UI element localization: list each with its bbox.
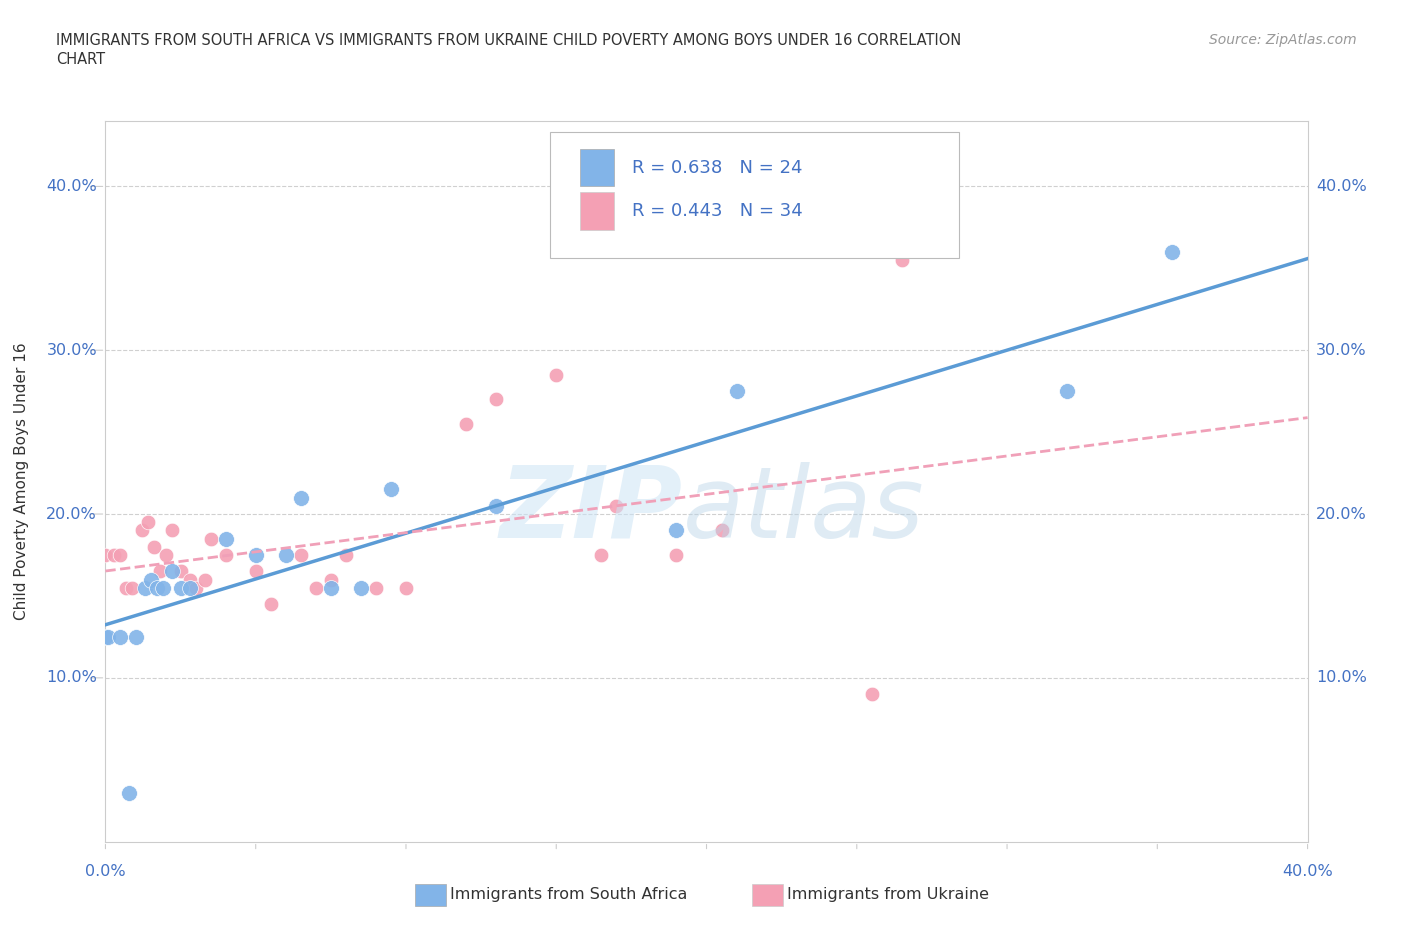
Point [665, 548, 688, 563]
Point [380, 482, 402, 497]
Point [200, 531, 222, 546]
Text: R = 0.638   N = 24: R = 0.638 N = 24 [631, 159, 803, 177]
Point [546, 367, 568, 382]
Text: Source: ZipAtlas.com: Source: ZipAtlas.com [1209, 33, 1357, 46]
Point [97, 630, 120, 644]
Point [245, 564, 267, 578]
Point [136, 515, 159, 530]
Point [110, 630, 132, 644]
Text: 40.0%: 40.0% [1316, 179, 1367, 194]
Text: 20.0%: 20.0% [1316, 507, 1367, 522]
Point [194, 572, 217, 587]
Text: 10.0%: 10.0% [46, 671, 97, 685]
Text: 40.0%: 40.0% [1282, 864, 1333, 879]
Point [1161, 245, 1184, 259]
Point [335, 548, 357, 563]
Point [152, 580, 174, 595]
Text: 40.0%: 40.0% [46, 179, 97, 194]
Point [319, 572, 342, 587]
Point [214, 548, 236, 563]
Text: Immigrants from South Africa: Immigrants from South Africa [450, 887, 688, 902]
Point [131, 523, 153, 538]
Text: 30.0%: 30.0% [1316, 343, 1367, 358]
Point [591, 548, 613, 563]
Point [274, 548, 297, 563]
Text: Immigrants from Ukraine: Immigrants from Ukraine [787, 887, 990, 902]
Point [134, 580, 156, 595]
Point [169, 580, 191, 595]
Text: R = 0.443   N = 34: R = 0.443 N = 34 [631, 202, 803, 220]
Point [454, 417, 477, 432]
Point [169, 564, 191, 578]
Point [160, 523, 183, 538]
Point [118, 785, 141, 800]
Point [142, 539, 165, 554]
Point [121, 580, 143, 595]
Point [94, 548, 117, 563]
Text: 0.0%: 0.0% [86, 864, 125, 879]
Point [860, 686, 883, 701]
FancyBboxPatch shape [581, 193, 614, 230]
Text: 20.0%: 20.0% [46, 507, 97, 522]
Point [290, 490, 312, 505]
Point [485, 498, 508, 513]
Text: ZIP: ZIP [499, 461, 682, 559]
Point [148, 564, 170, 578]
Text: Child Poverty Among Boys Under 16: Child Poverty Among Boys Under 16 [14, 342, 28, 620]
Point [110, 548, 132, 563]
Point [890, 253, 912, 268]
Point [350, 580, 373, 595]
Point [179, 572, 201, 587]
Point [395, 580, 418, 595]
Point [160, 564, 183, 578]
Point [319, 580, 342, 595]
Point [260, 597, 283, 612]
Text: 10.0%: 10.0% [1316, 671, 1367, 685]
Point [184, 580, 207, 595]
Text: atlas: atlas [682, 461, 924, 559]
Point [145, 580, 167, 595]
Point [179, 580, 201, 595]
Text: 30.0%: 30.0% [46, 343, 97, 358]
Point [155, 548, 177, 563]
Point [214, 531, 236, 546]
Point [665, 523, 688, 538]
Point [305, 580, 328, 595]
Point [103, 548, 125, 563]
FancyBboxPatch shape [581, 149, 614, 187]
Point [725, 384, 748, 399]
Point [485, 392, 508, 406]
Point [710, 523, 733, 538]
Point [605, 498, 627, 513]
Point [139, 572, 162, 587]
Point [1056, 384, 1078, 399]
Point [290, 548, 312, 563]
Point [94, 630, 117, 644]
Point [245, 548, 267, 563]
Point [115, 580, 138, 595]
Text: IMMIGRANTS FROM SOUTH AFRICA VS IMMIGRANTS FROM UKRAINE CHILD POVERTY AMONG BOYS: IMMIGRANTS FROM SOUTH AFRICA VS IMMIGRAN… [56, 33, 962, 67]
Point [364, 580, 387, 595]
FancyBboxPatch shape [550, 132, 959, 258]
Point [124, 630, 146, 644]
